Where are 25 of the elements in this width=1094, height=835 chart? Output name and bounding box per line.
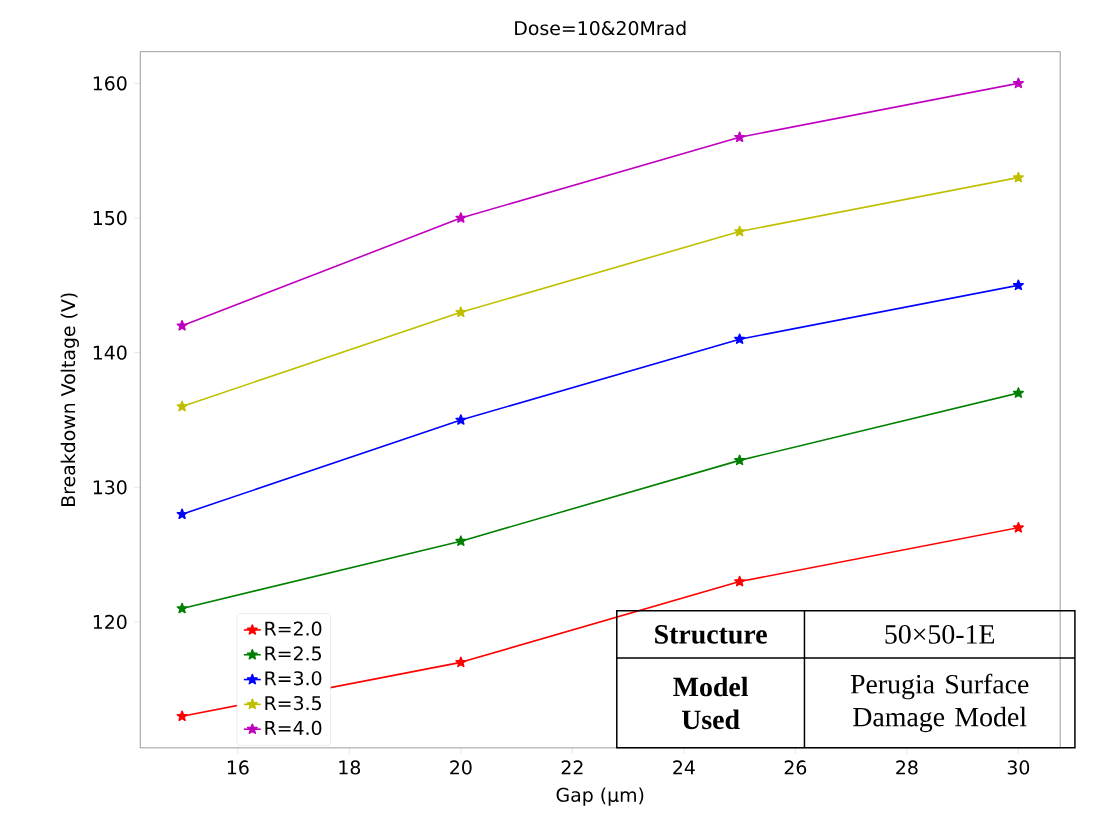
x-tick-label: 30: [1007, 760, 1030, 775]
x-tick-label: 16: [227, 760, 249, 775]
x-tick-label: 22: [561, 760, 583, 775]
legend-label: R=3.5: [265, 695, 321, 711]
annotation: Structure: [655, 624, 767, 644]
chart-title: Dose=10&20Mrad: [515, 20, 686, 36]
legend-label: R=2.0: [265, 621, 322, 636]
x-tick-label: 18: [339, 760, 361, 775]
y-tick-label: 150: [93, 210, 127, 225]
annotation: Model Used: [673, 676, 749, 729]
y-tick-label: 130: [93, 479, 127, 495]
y-tick-label: 140: [93, 345, 127, 360]
x-tick-label: 20: [450, 760, 472, 775]
y-axis-title: Breakdown Voltage (V): [60, 293, 79, 506]
legend-label: R=2.5: [265, 646, 321, 661]
y-tick-label: 120: [93, 614, 127, 629]
x-tick-label: 28: [896, 760, 918, 775]
y-tick-label: 160: [93, 76, 127, 91]
annotation: Perugia Surface Damage Model: [850, 673, 1029, 732]
x-tick-label: 26: [784, 760, 807, 775]
legend-label: R=4.0: [265, 720, 322, 735]
legend-label: R=3.0: [265, 670, 322, 686]
x-tick-label: 24: [673, 760, 695, 775]
annotation: 50×50-1E: [885, 624, 995, 644]
x-axis-title: Gap (µm): [556, 787, 644, 806]
